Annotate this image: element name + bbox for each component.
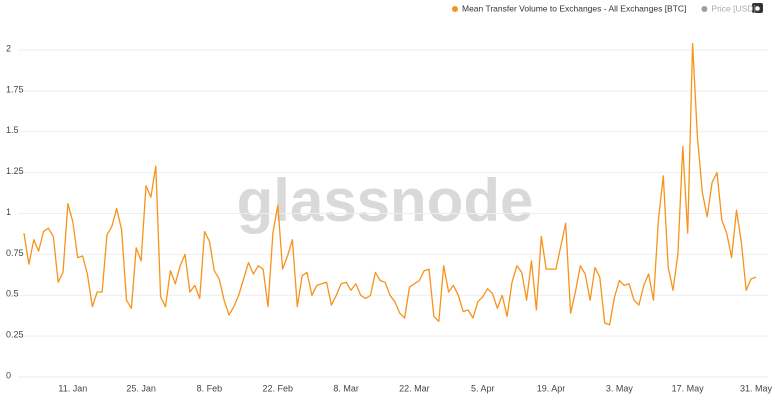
y-tick-label: 0.75: [6, 248, 24, 258]
x-tick-label: 31. May: [740, 383, 773, 393]
y-tick-label: 1: [6, 207, 11, 217]
legend-label[interactable]: Price [USD]: [711, 3, 755, 13]
y-tick-label: 0.5: [6, 289, 19, 299]
y-tick-label: 1.75: [6, 84, 24, 94]
y-tick-label: 1.5: [6, 125, 19, 135]
y-tick-label: 1.25: [6, 166, 24, 176]
watermark: glassnode: [237, 167, 534, 234]
screenshot-button[interactable]: [752, 3, 763, 13]
x-tick-label: 22. Mar: [399, 383, 430, 393]
x-tick-label: 11. Jan: [58, 383, 87, 393]
x-tick-label: 25. Jan: [126, 383, 156, 393]
x-tick-label: 5. Apr: [471, 383, 495, 393]
y-tick-label: 2: [6, 43, 11, 53]
x-tick-label: 22. Feb: [262, 383, 293, 393]
legend-marker: [701, 6, 708, 12]
legend-marker: [452, 6, 458, 12]
x-tick-label: 3. May: [606, 383, 634, 393]
y-tick-label: 0: [6, 370, 11, 380]
x-tick-label: 8. Feb: [197, 383, 223, 393]
x-tick-label: 17. May: [672, 383, 705, 393]
x-tick-label: 19. Apr: [537, 383, 566, 393]
y-tick-label: 0.25: [6, 330, 24, 340]
x-tick-label: 8. Mar: [333, 383, 359, 393]
legend-label[interactable]: Mean Transfer Volume to Exchanges - All …: [462, 3, 686, 13]
data-line: [23, 42, 757, 326]
